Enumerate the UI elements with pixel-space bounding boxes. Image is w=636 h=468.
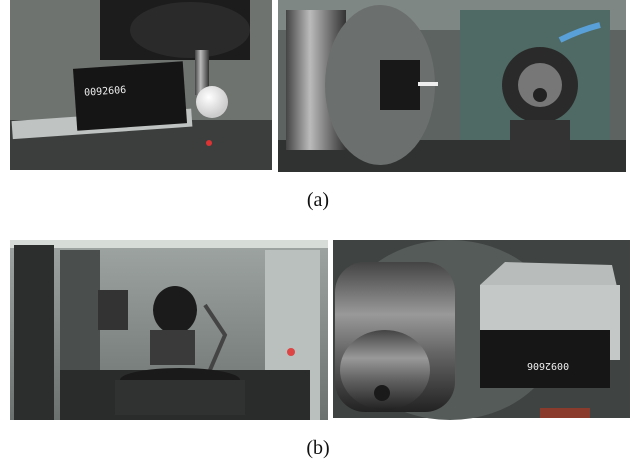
photo: 0092606 (333, 240, 630, 420)
photo: 0092606 (10, 0, 272, 170)
caption: (a) (307, 189, 329, 211)
caption: (b) (306, 437, 329, 459)
device-label: 0092606 (84, 85, 127, 99)
device-label: 0092606 (527, 360, 569, 371)
photo (10, 240, 328, 420)
photo (278, 0, 626, 172)
